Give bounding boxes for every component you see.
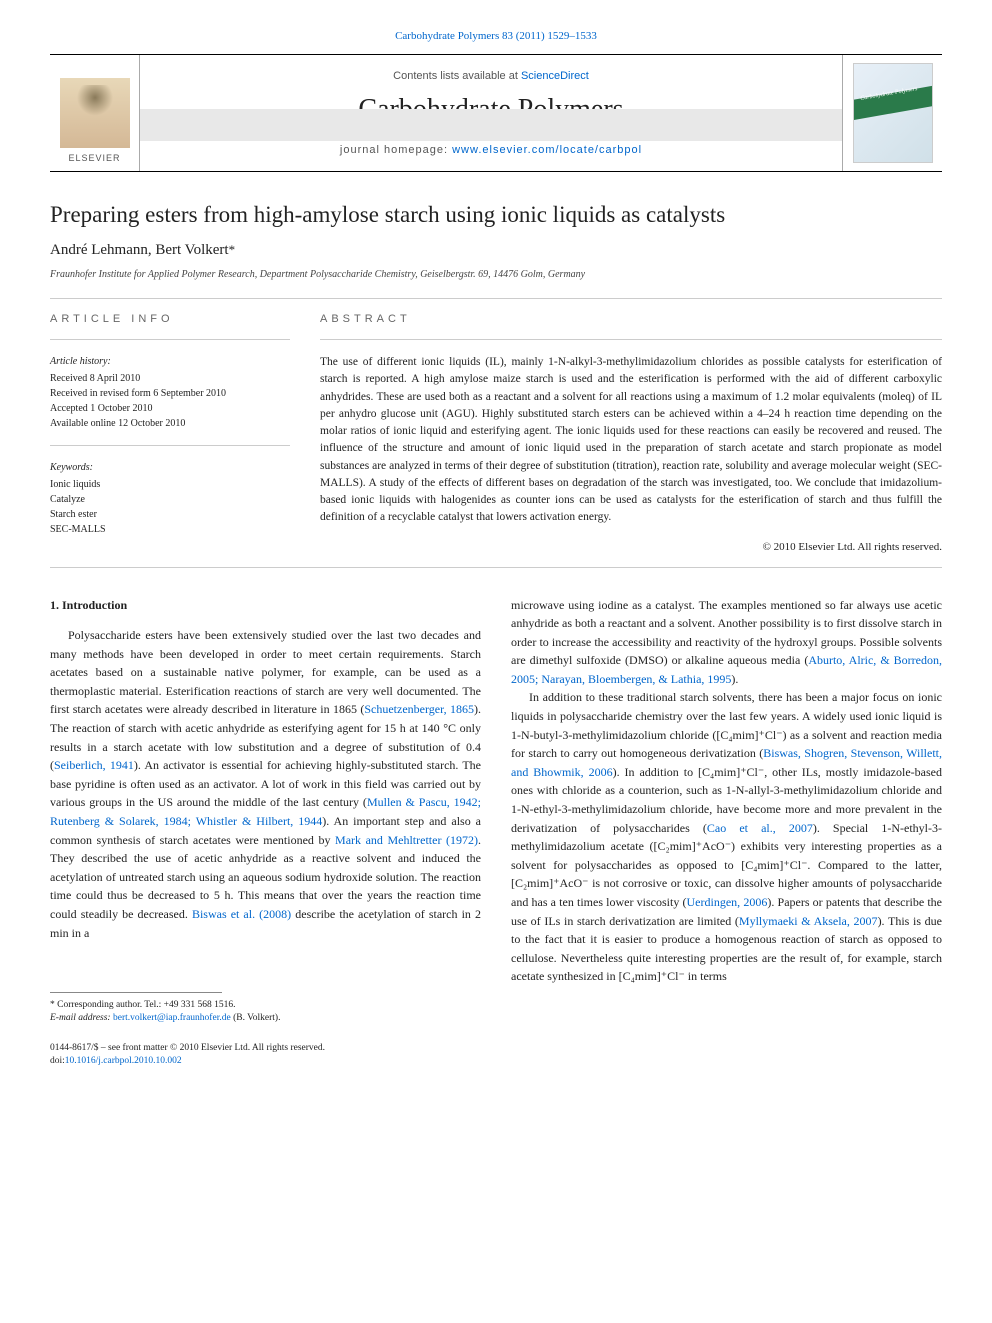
corresponding-footnote: * Corresponding author. Tel.: +49 331 56… — [50, 999, 481, 1012]
journal-title: Carbohydrate Polymers — [160, 94, 822, 126]
authors: André Lehmann, Bert Volkert* — [50, 242, 942, 259]
journal-banner: ELSEVIER Contents lists available at Sci… — [50, 54, 942, 172]
citation-link[interactable]: Seiberlich, 1941 — [54, 758, 134, 772]
article-info-column: ARTICLE INFO Article history: Received 8… — [50, 313, 290, 553]
keywords-title: Keywords: — [50, 460, 290, 475]
keyword: SEC-MALLS — [50, 522, 290, 537]
publisher-name: ELSEVIER — [68, 153, 120, 163]
abstract-column: ABSTRACT The use of different ionic liqu… — [320, 313, 942, 553]
body-column-left: 1. Introduction Polysaccharide esters ha… — [50, 596, 481, 1069]
info-label: ARTICLE INFO — [50, 313, 290, 325]
body-column-right: microwave using iodine as a catalyst. Th… — [511, 596, 942, 1069]
issn-line: 0144-8617/$ – see front matter © 2010 El… — [50, 1042, 481, 1055]
rule-bottom — [50, 567, 942, 568]
body-paragraph: Polysaccharide esters have been extensiv… — [50, 626, 481, 942]
body-columns: 1. Introduction Polysaccharide esters ha… — [50, 596, 942, 1069]
cover-cell: Carbohydrate Polymers — [842, 55, 942, 171]
history-received: Received 8 April 2010 — [50, 371, 290, 386]
history-block: Article history: Received 8 April 2010 R… — [50, 354, 290, 431]
email-label: E-mail address: — [50, 1013, 113, 1023]
history-online: Available online 12 October 2010 — [50, 416, 290, 431]
publisher-cell: ELSEVIER — [50, 55, 140, 171]
affiliation: Fraunhofer Institute for Applied Polymer… — [50, 269, 942, 280]
citation-link[interactable]: Schuetzenberger, 1865 — [364, 702, 474, 716]
bottom-meta: 0144-8617/$ – see front matter © 2010 El… — [50, 1042, 481, 1069]
author-names: André Lehmann, Bert Volkert — [50, 242, 229, 258]
history-accepted: Accepted 1 October 2010 — [50, 401, 290, 416]
citation-link[interactable]: Cao et al., 2007 — [707, 821, 813, 835]
homepage-line: journal homepage: www.elsevier.com/locat… — [160, 144, 822, 156]
citation-header: Carbohydrate Polymers 83 (2011) 1529–153… — [50, 30, 942, 42]
email-link[interactable]: bert.volkert@iap.fraunhofer.de — [113, 1013, 231, 1023]
keyword: Ionic liquids — [50, 477, 290, 492]
elsevier-tree-icon — [60, 78, 130, 148]
keywords-rule — [50, 445, 290, 446]
doi-line: doi:10.1016/j.carbpol.2010.10.002 — [50, 1055, 481, 1068]
info-rule — [50, 339, 290, 340]
email-footnote: E-mail address: bert.volkert@iap.fraunho… — [50, 1012, 481, 1025]
abstract-rule — [320, 339, 942, 340]
keyword: Catalyze — [50, 492, 290, 507]
abstract-label: ABSTRACT — [320, 313, 942, 325]
history-title: Article history: — [50, 354, 290, 369]
citation-link[interactable]: Uerdingen, 2006 — [687, 895, 768, 909]
rule-top — [50, 298, 942, 299]
banner-center: Contents lists available at ScienceDirec… — [140, 55, 842, 171]
contents-line: Contents lists available at ScienceDirec… — [160, 70, 822, 82]
info-abstract-row: ARTICLE INFO Article history: Received 8… — [50, 313, 942, 553]
citation-link[interactable]: Biswas et al. (2008) — [192, 907, 291, 921]
article-title: Preparing esters from high-amylose starc… — [50, 202, 942, 228]
cover-label: Carbohydrate Polymers — [860, 86, 918, 102]
keyword: Starch ester — [50, 507, 290, 522]
footnotes: * Corresponding author. Tel.: +49 331 56… — [50, 999, 481, 1026]
citation-link[interactable]: Carbohydrate Polymers 83 (2011) 1529–153… — [395, 30, 597, 42]
journal-cover-thumb: Carbohydrate Polymers — [853, 63, 933, 163]
homepage-link[interactable]: www.elsevier.com/locate/carbpol — [452, 144, 642, 156]
body-paragraph: microwave using iodine as a catalyst. Th… — [511, 596, 942, 689]
doi-link[interactable]: 10.1016/j.carbpol.2010.10.002 — [65, 1056, 182, 1066]
history-revised: Received in revised form 6 September 201… — [50, 386, 290, 401]
email-suffix: (B. Volkert). — [231, 1013, 281, 1023]
footnote-rule — [50, 992, 222, 993]
section-heading: 1. Introduction — [50, 596, 481, 615]
abstract-text: The use of different ionic liquids (IL),… — [320, 354, 942, 527]
corresponding-mark: * — [229, 242, 236, 257]
sciencedirect-link[interactable]: ScienceDirect — [521, 70, 589, 82]
body-paragraph: In addition to these traditional starch … — [511, 688, 942, 986]
keywords-block: Keywords: Ionic liquids Catalyze Starch … — [50, 460, 290, 537]
abstract-copyright: © 2010 Elsevier Ltd. All rights reserved… — [320, 541, 942, 553]
citation-link[interactable]: Myllymaeki & Aksela, 2007 — [739, 914, 878, 928]
homepage-prefix: journal homepage: — [340, 144, 452, 156]
citation-link[interactable]: Mark and Mehltretter (1972) — [335, 833, 478, 847]
contents-prefix: Contents lists available at — [393, 70, 521, 82]
